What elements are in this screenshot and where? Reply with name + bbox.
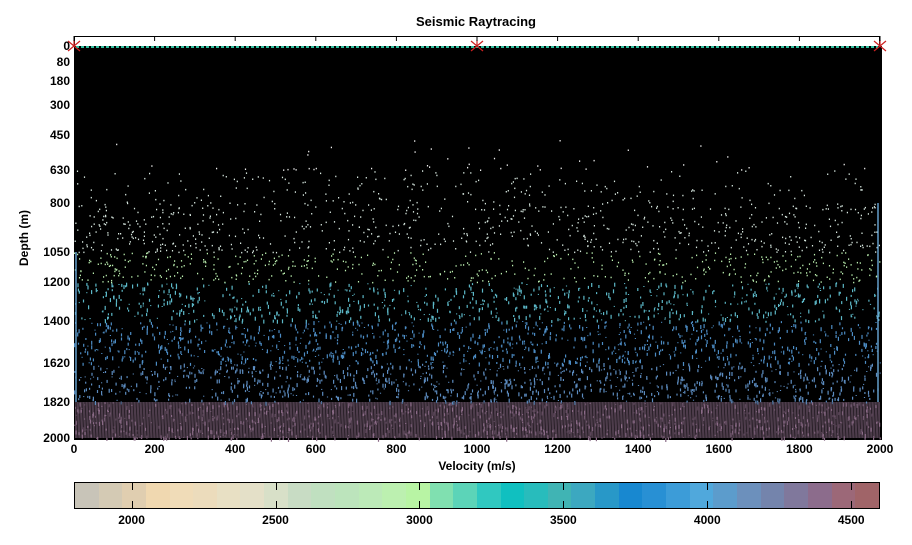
colorbar-segment xyxy=(736,483,761,508)
colorbar-segment xyxy=(618,483,643,508)
colorbar-segment xyxy=(807,483,832,508)
x-tick-label: 600 xyxy=(305,442,326,456)
y-tick-label: 180 xyxy=(49,74,70,88)
colorbar-segment xyxy=(784,483,808,508)
colorbar-segment xyxy=(335,483,359,508)
bottom-layer-fill xyxy=(75,402,880,438)
y-tick-label: 1820 xyxy=(43,395,70,409)
colorbar-segment xyxy=(358,483,383,508)
colorbar-segment xyxy=(240,483,265,508)
y-tick-label: 0 xyxy=(63,39,70,53)
y-tick-label: 1620 xyxy=(43,356,70,370)
source-marker-icon xyxy=(873,40,887,52)
colorbar-segment xyxy=(98,483,123,508)
colorbar-segment xyxy=(642,483,667,508)
colorbar-tick xyxy=(131,482,133,509)
colorbar-segment xyxy=(500,483,525,508)
colorbar-segment xyxy=(760,483,785,508)
y-tick-label: 630 xyxy=(49,163,70,177)
colorbar-segment xyxy=(193,483,217,508)
colorbar-segment xyxy=(666,483,690,508)
x-tick-label: 200 xyxy=(144,442,165,456)
colorbar-segment xyxy=(524,483,548,508)
colorbar-tick-label: 4500 xyxy=(837,513,865,527)
colorbar-tick-label: 4000 xyxy=(693,513,721,527)
x-tick-label: 1000 xyxy=(463,442,491,456)
colorbar-segment xyxy=(405,483,430,508)
colorbar-segment xyxy=(382,483,406,508)
colorbar-segment xyxy=(287,483,312,508)
colorbar-tick-label: 2000 xyxy=(118,513,145,527)
chart-title: Seismic Raytracing xyxy=(416,14,536,29)
colorbar-segment xyxy=(453,483,477,508)
colorbar-tick-label: 2500 xyxy=(262,513,289,527)
colorbar-segment xyxy=(831,483,856,508)
colorbar-segment xyxy=(122,483,146,508)
ray-dots xyxy=(74,140,881,442)
x-tick-label: 1800 xyxy=(786,442,813,456)
y-tick-label: 300 xyxy=(49,98,70,112)
plot-area xyxy=(74,46,882,440)
x-tick-label: 1400 xyxy=(624,442,652,456)
colorbar-tick xyxy=(707,482,709,509)
colorbar-segment xyxy=(216,483,241,508)
colorbar-segment xyxy=(264,483,288,508)
colorbar-segment xyxy=(547,483,572,508)
colorbar-tick xyxy=(419,482,421,509)
y-tick-label: 1200 xyxy=(43,275,70,289)
y-tick-label: 80 xyxy=(56,55,70,69)
colorbar-segment xyxy=(713,483,737,508)
colorbar-tick xyxy=(275,482,277,509)
colorbar-segment xyxy=(595,483,619,508)
x-tick-label: 1200 xyxy=(544,442,571,456)
y-tick-label: 450 xyxy=(49,128,70,142)
colorbar-segment xyxy=(145,483,170,508)
colorbar-segment xyxy=(571,483,596,508)
colorbar-tick-label: 3000 xyxy=(406,513,433,527)
colorbar-tick-label: 3500 xyxy=(549,513,577,527)
colorbar-segment xyxy=(689,483,714,508)
colorbar-segment xyxy=(429,483,454,508)
colorbar-tick xyxy=(851,482,853,509)
colorbar-tick xyxy=(563,482,565,509)
y-axis-label: Depth (m) xyxy=(17,210,31,266)
colorbar xyxy=(74,482,880,509)
x-tick-label: 2000 xyxy=(866,442,894,456)
x-axis-label: Velocity (m/s) xyxy=(438,459,516,473)
x-tick-label: 800 xyxy=(386,442,407,456)
colorbar-segment xyxy=(855,483,879,508)
colorbar-segment xyxy=(476,483,501,508)
y-tick-label: 800 xyxy=(49,196,70,210)
x-tick-label: 400 xyxy=(225,442,246,456)
x-tick-label: 0 xyxy=(70,442,78,456)
y-tick-label: 2000 xyxy=(43,431,70,445)
colorbar-segment xyxy=(75,483,99,508)
y-tick-label: 1050 xyxy=(43,245,70,259)
x-tick-label: 1600 xyxy=(705,442,733,456)
y-tick-label: 1400 xyxy=(43,314,70,328)
source-marker-icon xyxy=(470,40,484,52)
colorbar-segment xyxy=(311,483,336,508)
source-marker-icon xyxy=(67,40,81,52)
colorbar-segment xyxy=(169,483,194,508)
